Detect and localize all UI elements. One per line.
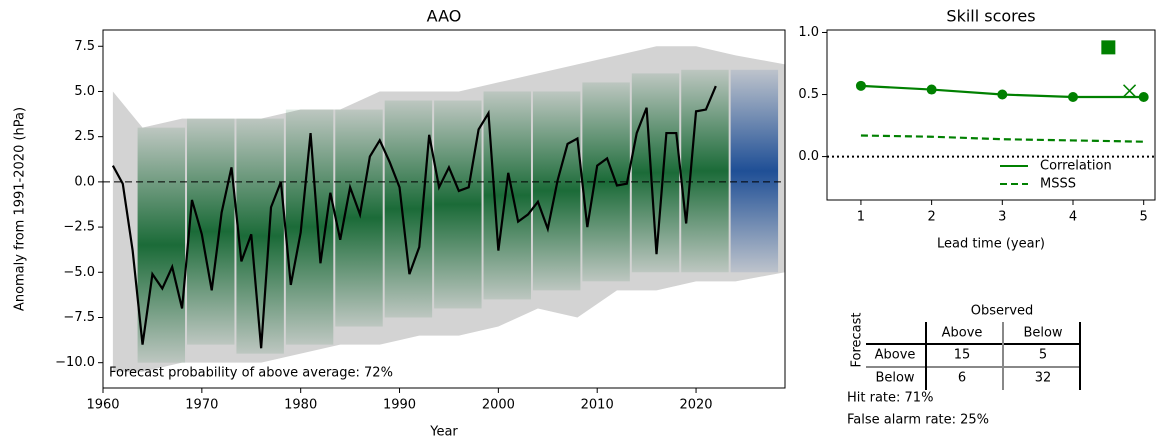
y-tick-label: 7.5 xyxy=(74,39,95,54)
plot-frame xyxy=(102,29,786,389)
x-tick-label: 5 xyxy=(1140,210,1148,225)
forecast-band xyxy=(434,100,482,309)
series-marker xyxy=(1138,92,1149,103)
y-tick-label: −5.0 xyxy=(63,265,95,280)
table-col-header: Below xyxy=(1023,326,1062,341)
x-axis-label: Year xyxy=(429,425,458,440)
forecast-band xyxy=(187,118,235,345)
y-tick-label: −7.5 xyxy=(63,310,95,325)
y-tick-label: 1.0 xyxy=(798,25,819,40)
forecast-band xyxy=(384,100,433,318)
y-tick-label: 2.5 xyxy=(74,129,95,144)
y-tick-label: 0.0 xyxy=(74,174,95,189)
annotation: Forecast probability of above average: 7… xyxy=(109,366,393,381)
point-marker xyxy=(1123,84,1137,98)
x-tick-label: 2000 xyxy=(482,398,515,413)
x-tick-label: 1990 xyxy=(383,398,416,413)
forecast-band xyxy=(236,118,284,354)
stat-text: Hit rate: 71% xyxy=(847,391,933,406)
forecast-band xyxy=(681,69,729,273)
y-axis-label: Anomaly from 1991-2020 (hPa) xyxy=(13,107,28,311)
x-tick-label: 4 xyxy=(1069,210,1077,225)
y-tick-label: 5.0 xyxy=(74,84,95,99)
x-tick-label: 1960 xyxy=(86,398,119,413)
table-row-header: Below xyxy=(875,371,914,386)
plot-frame xyxy=(826,29,1156,201)
table-row-header: Above xyxy=(875,348,916,363)
series-marker xyxy=(926,84,937,95)
table-title: Observed xyxy=(971,304,1034,319)
chart-title: AAO xyxy=(427,7,462,26)
y-tick-label: −2.5 xyxy=(63,220,95,235)
x-tick-label: 1970 xyxy=(185,398,218,413)
y-tick-label: −10.0 xyxy=(55,355,95,370)
x-tick-label: 1980 xyxy=(284,398,317,413)
forecast-band xyxy=(335,109,383,327)
x-tick-label: 2020 xyxy=(679,398,712,413)
series-marker xyxy=(997,89,1008,100)
series-marker xyxy=(855,80,866,91)
table-cell: 5 xyxy=(1039,348,1047,363)
table-col-header: Above xyxy=(942,326,983,341)
x-tick-label: 1 xyxy=(857,210,865,225)
legend-label: Correlation xyxy=(1040,159,1112,174)
y-tick-label: 0.0 xyxy=(798,149,819,164)
forecast-band xyxy=(730,69,779,273)
forecast-band xyxy=(483,91,531,300)
table-cell: 32 xyxy=(1035,371,1052,386)
series-marker xyxy=(1068,92,1078,103)
y-tick-label: 0.5 xyxy=(798,87,819,102)
chart-title: Skill scores xyxy=(946,7,1035,26)
forecast-band xyxy=(532,91,581,291)
series-line xyxy=(111,85,717,349)
table-cell: 15 xyxy=(954,348,971,363)
x-axis-label: Lead time (year) xyxy=(937,237,1045,252)
x-tick-label: 3 xyxy=(998,210,1006,225)
table-row-title: Forecast xyxy=(850,312,865,367)
x-tick-label: 2 xyxy=(927,210,935,225)
point-marker xyxy=(1101,40,1116,55)
x-tick-label: 2010 xyxy=(581,398,614,413)
table-cell: 6 xyxy=(958,371,966,386)
legend-label: MSSS xyxy=(1040,177,1076,192)
series-line xyxy=(860,134,1144,143)
stat-text: False alarm rate: 25% xyxy=(847,413,989,428)
